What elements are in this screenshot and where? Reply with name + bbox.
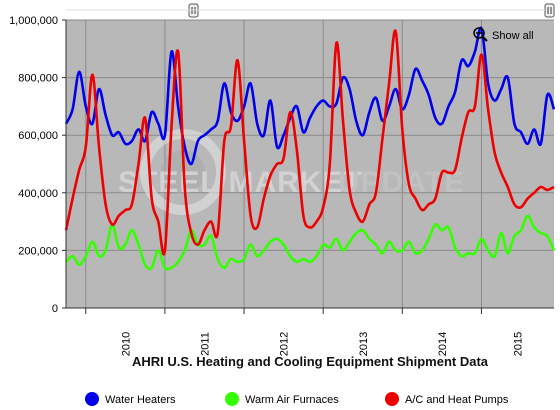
x-tick-label: 2012: [279, 332, 291, 356]
y-tick-label: 1,000,000: [9, 15, 58, 27]
x-axis: 2010 2011 2012 2013 2014 2015: [85, 308, 525, 356]
legend-label: Warm Air Furnaces: [245, 394, 339, 406]
chart-title: AHRI U.S. Heating and Cooling Equipment …: [132, 354, 489, 369]
y-tick-label: 600,000: [18, 130, 58, 142]
legend-marker: [385, 392, 399, 406]
series-line-warm-air-furnaces: [65, 214, 556, 271]
x-tick-label: 2010: [120, 332, 132, 356]
x-tick-label: 2013: [358, 332, 370, 356]
watermark-text-steel-market: STEEL MARKET: [118, 166, 363, 199]
y-tick-label: 0: [52, 303, 58, 315]
series-line-a-c-and-heat-pumps: [64, 29, 555, 256]
x-tick-label: 2011: [199, 332, 211, 356]
show-all-button[interactable]: Show all: [473, 27, 534, 42]
legend-item-water-heaters[interactable]: Water Heaters: [85, 392, 176, 406]
legend-label: A/C and Heat Pumps: [405, 394, 509, 406]
year-separators: [85, 20, 482, 308]
range-handle-right[interactable]: [544, 3, 555, 18]
legend: Water Heaters Warm Air Furnaces A/C and He…: [85, 392, 509, 406]
y-tick-label: 400,000: [18, 188, 58, 200]
legend-marker: [85, 392, 99, 406]
x-tick-label: 2015: [513, 332, 525, 356]
legend-marker: [225, 392, 239, 406]
show-all-label: Show all: [492, 30, 534, 42]
legend-item-warm-air-furnaces[interactable]: Warm Air Furnaces: [225, 392, 339, 406]
y-axis: 0 200,000 400,000 600,000 800,000 1,000,000: [9, 15, 66, 315]
y-tick-label: 800,000: [18, 73, 58, 85]
series-lines: [64, 26, 556, 271]
y-tick-label: 200,000: [18, 245, 58, 257]
legend-label: Water Heaters: [105, 394, 176, 406]
x-tick-label: 2014: [437, 332, 449, 356]
legend-item-a-c-and-heat-pumps[interactable]: A/C and Heat Pumps: [385, 392, 509, 406]
zoom-out-icon: [473, 27, 488, 42]
